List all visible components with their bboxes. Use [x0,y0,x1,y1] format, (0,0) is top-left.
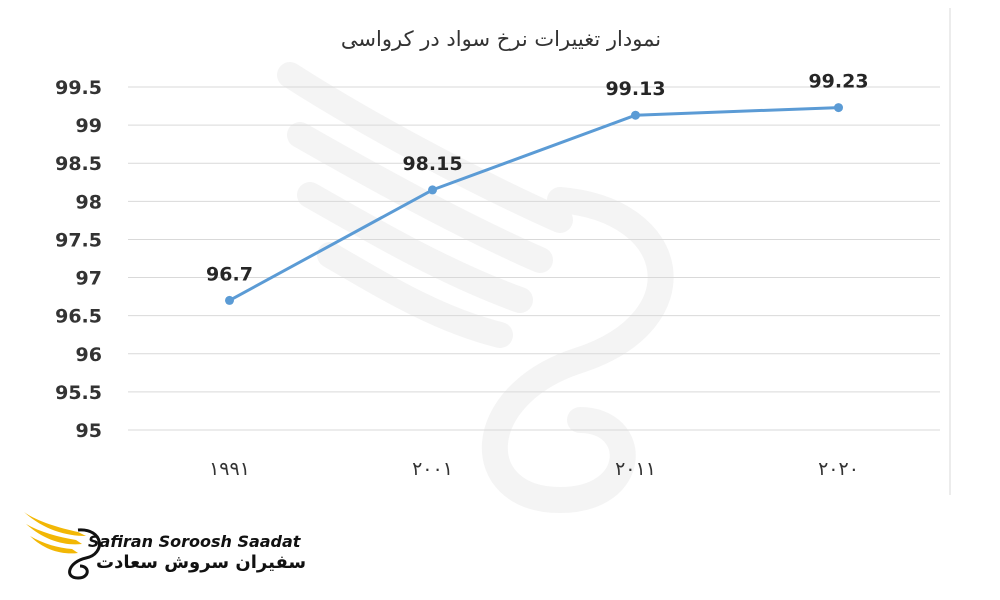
y-tick-label: 97.5 [55,229,102,251]
data-labels: 96.7 98.15 99.13 99.23 [206,71,869,286]
data-point [834,103,843,113]
data-point [428,185,437,195]
logo-text-en: Safiran Soroosh Saadat [88,532,301,551]
y-tick-label: 98.5 [55,153,102,175]
company-logo-icon [24,512,101,580]
y-tick-label: 97 [76,268,102,290]
data-label: 99.23 [808,71,868,93]
x-tick-label: ۱۹۹۱ [209,458,250,480]
logo-text-fa: سفیران سروش سعادت [96,552,307,573]
data-label: 98.15 [402,153,462,175]
y-tick-label: 96 [76,344,102,366]
watermark-logo-icon [277,62,674,514]
y-tick-label: 98 [76,191,102,213]
data-point [631,110,640,120]
series-line [225,103,843,305]
y-tick-label: 96.5 [55,306,102,328]
chart-title: نمودار تغییرات نرخ سواد در کرواسی [341,27,661,51]
gridlines [128,86,940,431]
y-tick-label: 95.5 [55,382,102,404]
x-tick-label: ۲۰۰۱ [412,458,453,480]
y-tick-label: 95 [76,420,102,442]
x-axis: ۱۹۹۱ ۲۰۰۱ ۲۰۱۱ ۲۰۲۰ [209,458,859,480]
data-label: 99.13 [605,78,665,100]
y-axis: 95 95.5 96 96.5 97 97.5 98 98.5 99 99.5 [55,77,102,442]
y-tick-label: 99.5 [55,77,102,99]
data-point [225,295,234,305]
y-tick-label: 99 [76,115,102,137]
data-label: 96.7 [206,263,253,285]
x-tick-label: ۲۰۲۰ [818,458,859,480]
series-line-path [228,106,839,302]
x-tick-label: ۲۰۱۱ [615,458,656,480]
